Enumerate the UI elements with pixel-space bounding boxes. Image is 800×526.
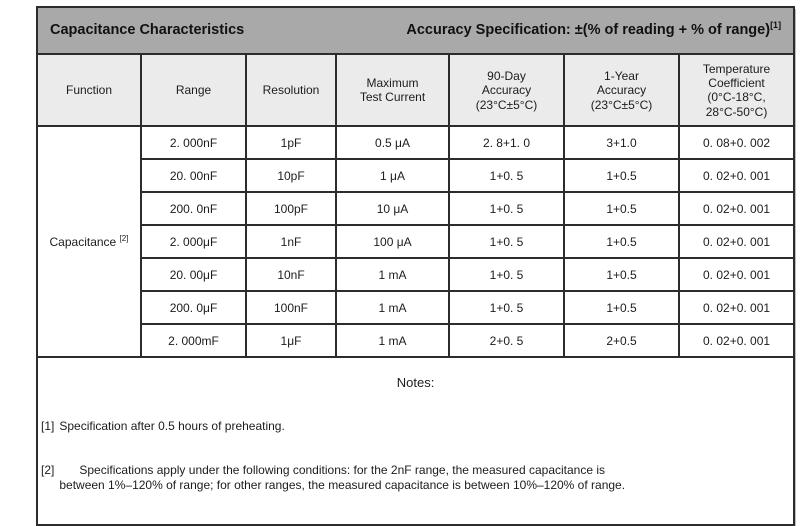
table-row: 200. 0nF 100pF 10 μA 1+0. 5 1+0.5 0. 02+…: [37, 191, 796, 227]
cell-1year-accuracy: 1+0.5: [563, 224, 680, 260]
cell-temp-coefficient: 0. 02+0. 001: [677, 290, 796, 326]
cell-90day-accuracy: 1+0. 5: [448, 290, 565, 326]
cell-90day-accuracy: 2+0. 5: [448, 323, 565, 359]
cell-range: 2. 000nF: [140, 125, 247, 161]
notes-section: Notes: [1] Specification after 0.5 hours…: [35, 356, 796, 526]
col-header-range: Range: [140, 53, 247, 128]
cell-max-test-current: 1 mA: [335, 257, 450, 293]
cell-1year-accuracy: 1+0.5: [563, 257, 680, 293]
col-header-1year-accuracy: 1-Year Accuracy (23°C±5°C): [563, 53, 680, 128]
function-cell: Capacitance [2]: [36, 125, 142, 359]
table-row: 20. 00μF 10nF 1 mA 1+0. 5 1+0.5 0. 02+0.…: [37, 257, 796, 293]
cell-range: 2. 000mF: [140, 323, 247, 359]
accuracy-spec-title: Accuracy Specification: ±(% of reading +…: [406, 20, 782, 39]
cell-max-test-current: 100 μA: [335, 224, 450, 260]
title-bar-content: Capacitance Characteristics Accuracy Spe…: [50, 20, 782, 39]
capacitance-spec-table: Capacitance Characteristics Accuracy Spe…: [35, 5, 796, 526]
notes-row: Notes: [1] Specification after 0.5 hours…: [35, 356, 796, 526]
cell-range: 200. 0nF: [140, 191, 247, 227]
cell-temp-coefficient: 0. 08+0. 002: [677, 125, 796, 161]
cell-max-test-current: 10 μA: [335, 191, 450, 227]
cell-90day-accuracy: 1+0. 5: [448, 257, 565, 293]
table-title: Capacitance Characteristics: [50, 22, 245, 39]
col-header-90day-accuracy: 90-Day Accuracy (23°C±5°C): [448, 53, 565, 128]
note-2: [2] Specifications apply under the follo…: [41, 463, 790, 494]
cell-max-test-current: 0.5 μA: [335, 125, 450, 161]
cell-resolution: 10pF: [245, 158, 337, 194]
cell-range: 20. 00nF: [140, 158, 247, 194]
note-ref-1-superscript: [1]: [770, 20, 782, 31]
column-header-row: Function Range Resolution Maximum Test C…: [36, 53, 796, 128]
col-header-function: Function: [36, 53, 142, 128]
note-1: [1] Specification after 0.5 hours of pre…: [41, 419, 790, 435]
cell-90day-accuracy: 2. 8+1. 0: [448, 125, 565, 161]
cell-1year-accuracy: 1+0.5: [563, 191, 680, 227]
cell-temp-coefficient: 0. 02+0. 001: [677, 323, 796, 359]
table-row: 2. 000μF 1nF 100 μA 1+0. 5 1+0.5 0. 02+0…: [37, 224, 796, 260]
note-1-ref: [1]: [41, 419, 55, 434]
note-ref-2-superscript: [2]: [119, 233, 129, 243]
cell-temp-coefficient: 0. 02+0. 001: [677, 257, 796, 293]
cell-1year-accuracy: 2+0.5: [563, 323, 680, 359]
cell-resolution: 1nF: [245, 224, 337, 260]
notes-heading: Notes:: [396, 374, 435, 390]
col-header-temp-coefficient: Temperature Coefficient (0°C-18°C, 28°C-…: [677, 53, 796, 128]
cell-resolution: 100pF: [245, 191, 337, 227]
cell-90day-accuracy: 1+0. 5: [448, 158, 565, 194]
table-row: 2. 000mF 1μF 1 mA 2+0. 5 2+0.5 0. 02+0. …: [37, 323, 796, 359]
cell-90day-accuracy: 1+0. 5: [448, 191, 565, 227]
cell-1year-accuracy: 3+1.0: [563, 125, 680, 161]
col-header-max-test-current: Maximum Test Current: [335, 53, 450, 128]
capacitance-spec-sheet: Capacitance Characteristics Accuracy Spe…: [35, 5, 796, 526]
cell-1year-accuracy: 1+0.5: [563, 158, 680, 194]
cell-max-test-current: 1 mA: [335, 323, 450, 359]
table-row: Capacitance [2] 2. 000nF 1pF 0.5 μA 2. 8…: [36, 125, 796, 359]
table-row: 200. 0μF 100nF 1 mA 1+0. 5 1+0.5 0. 02+0…: [37, 290, 796, 326]
note-1-text: Specification after 0.5 hours of preheat…: [59, 419, 285, 434]
cell-range: 2. 000μF: [140, 224, 247, 260]
note-2-text: Specifications apply under the following…: [59, 462, 626, 493]
cell-resolution: 1pF: [245, 125, 337, 161]
cell-resolution: 1μF: [245, 323, 337, 359]
cell-resolution: 100nF: [245, 290, 337, 326]
col-header-resolution: Resolution: [245, 53, 337, 128]
cell-range: 200. 0μF: [140, 290, 247, 326]
cell-range: 20. 00μF: [140, 257, 247, 293]
cell-temp-coefficient: 0. 02+0. 001: [677, 158, 796, 194]
cell-resolution: 10nF: [245, 257, 337, 293]
cell-max-test-current: 1 μA: [335, 158, 450, 194]
cell-temp-coefficient: 0. 02+0. 001: [677, 224, 796, 260]
table-row: 20. 00nF 10pF 1 μA 1+0. 5 1+0.5 0. 02+0.…: [37, 158, 796, 194]
cell-temp-coefficient: 0. 02+0. 001: [677, 191, 796, 227]
cell-max-test-current: 1 mA: [335, 290, 450, 326]
note-2-ref: [2]: [41, 462, 55, 477]
cell-90day-accuracy: 1+0. 5: [448, 224, 565, 260]
table-title-bar: Capacitance Characteristics Accuracy Spe…: [35, 5, 796, 56]
cell-1year-accuracy: 1+0.5: [563, 290, 680, 326]
